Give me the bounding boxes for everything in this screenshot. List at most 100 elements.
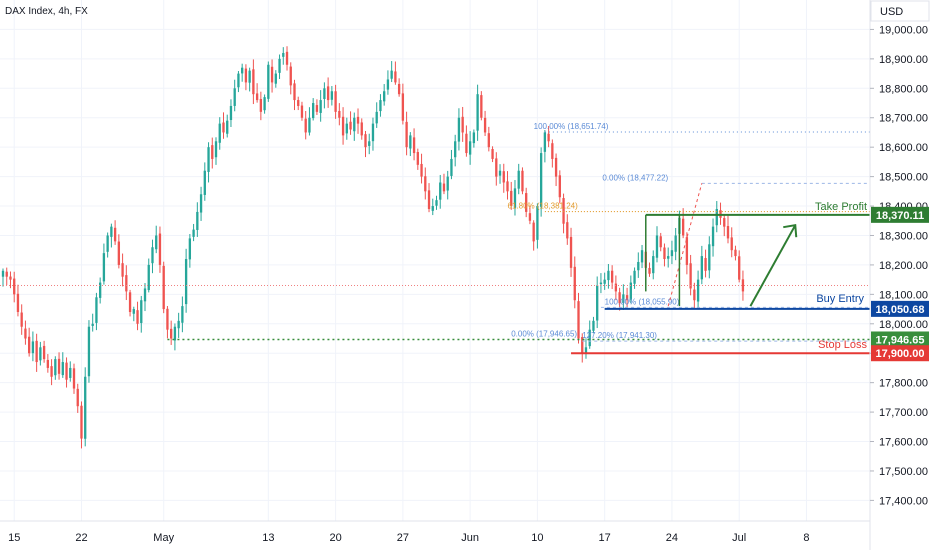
candle-body <box>364 134 367 148</box>
candle-body <box>375 111 378 124</box>
candle-body <box>203 170 206 195</box>
y-tick-label: 18,200.00 <box>879 260 928 272</box>
candle-body <box>128 292 132 313</box>
buy-entry-label: Buy Entry <box>816 293 864 305</box>
candle-body <box>420 163 423 177</box>
candle-body <box>61 362 64 376</box>
candle-body <box>528 213 532 221</box>
candle-body <box>293 83 296 101</box>
candle-body <box>670 250 674 257</box>
candle-body <box>106 235 109 252</box>
candle-body <box>162 265 165 310</box>
price-axis[interactable]: 19,000.00 18,900.00 18,800.00 18,700.00 18,6… <box>870 24 928 507</box>
fib-level-label: 61.80% (18,381.24) <box>508 202 579 211</box>
candle-body <box>711 226 715 247</box>
candle-body <box>158 233 162 265</box>
x-tick-label: Jun <box>461 532 479 544</box>
candle-body <box>704 258 707 271</box>
candle-body <box>708 244 711 271</box>
candle-body <box>20 312 23 327</box>
x-tick-label: 10 <box>531 532 543 544</box>
candle-body <box>121 263 124 277</box>
candle-body <box>143 288 147 302</box>
candle-body <box>584 347 588 353</box>
fib-level-label: 100.00% (18,055.90) <box>605 297 680 306</box>
candle-body <box>69 367 72 378</box>
buy-entry-price-label-box <box>871 300 929 317</box>
candle-body <box>1 270 5 277</box>
candle-body <box>117 241 121 265</box>
candle-body <box>465 133 468 154</box>
y-tick-label: 18,100.00 <box>879 289 928 301</box>
candle-body <box>442 183 446 192</box>
y-tick-label: 18,600.00 <box>879 142 928 154</box>
candle-body <box>491 149 494 159</box>
time-axis[interactable]: 15 22 May 13 20 27 Jun 10 17 24 Jul 8 <box>8 532 809 544</box>
candle-body <box>558 175 561 198</box>
candle-body <box>510 190 513 207</box>
candle-body <box>341 116 345 136</box>
candle-body <box>618 292 621 304</box>
candle-body <box>614 283 618 292</box>
candle-body <box>211 145 214 159</box>
candle-body <box>35 340 38 363</box>
candle-body <box>637 261 640 271</box>
candle-body <box>506 181 509 192</box>
candle-body <box>248 70 251 83</box>
candle-body <box>222 122 225 133</box>
take-profit-label: Take Profit <box>815 201 867 213</box>
candle-body <box>27 336 31 354</box>
candle-body <box>39 347 42 361</box>
candle-body <box>483 117 487 133</box>
candle-body <box>581 337 584 354</box>
candle-body <box>338 110 341 118</box>
candle-body <box>659 236 662 248</box>
candle-body <box>446 176 449 191</box>
fib-level-label: 0.00% (17,946.65) <box>511 329 577 338</box>
candle-body <box>640 250 644 263</box>
candle-body <box>599 282 603 285</box>
x-tick-label: 17 <box>599 532 611 544</box>
candle-body <box>517 170 520 189</box>
candle-body <box>308 117 311 133</box>
candle-body <box>5 271 8 277</box>
candles <box>1 46 745 449</box>
candle-body <box>46 359 50 368</box>
candle-body <box>140 300 143 324</box>
candle-body <box>13 278 16 295</box>
fib-level-label: 100.00% (18,651.74) <box>534 122 609 131</box>
candle-body <box>297 100 300 106</box>
fib-level-label: 0.00% (18,477.22) <box>602 173 668 182</box>
candle-body <box>383 91 386 102</box>
candle-body <box>274 73 277 84</box>
candle-body <box>270 66 274 83</box>
candle-body <box>588 329 591 347</box>
candle-body <box>72 368 76 389</box>
candle-body <box>554 157 558 177</box>
candle-body <box>726 226 730 239</box>
candle-body <box>431 206 434 211</box>
candle-body <box>312 103 315 119</box>
candle-body <box>125 275 128 292</box>
candle-body <box>16 293 20 313</box>
candle-body <box>625 295 629 301</box>
candle-body <box>42 345 46 360</box>
price-labels: 18,370.11 18,050.68 17,946.65 17,900.00 <box>871 206 929 362</box>
candle-body <box>65 362 68 380</box>
candle-body <box>693 289 696 301</box>
candle-body <box>356 116 360 124</box>
candle-body <box>95 297 98 323</box>
candle-body <box>334 91 337 112</box>
up-arrow-head <box>783 224 798 238</box>
candle-body <box>495 158 498 177</box>
candle-body <box>547 133 550 142</box>
x-tick-label: 20 <box>329 532 341 544</box>
currency-button[interactable] <box>870 0 930 22</box>
y-tick-label: 18,000.00 <box>879 319 928 331</box>
candle-body <box>681 218 685 236</box>
candle-body <box>468 141 472 155</box>
candle-body <box>233 88 236 106</box>
candle-body <box>285 51 289 65</box>
candle-body <box>218 123 221 143</box>
